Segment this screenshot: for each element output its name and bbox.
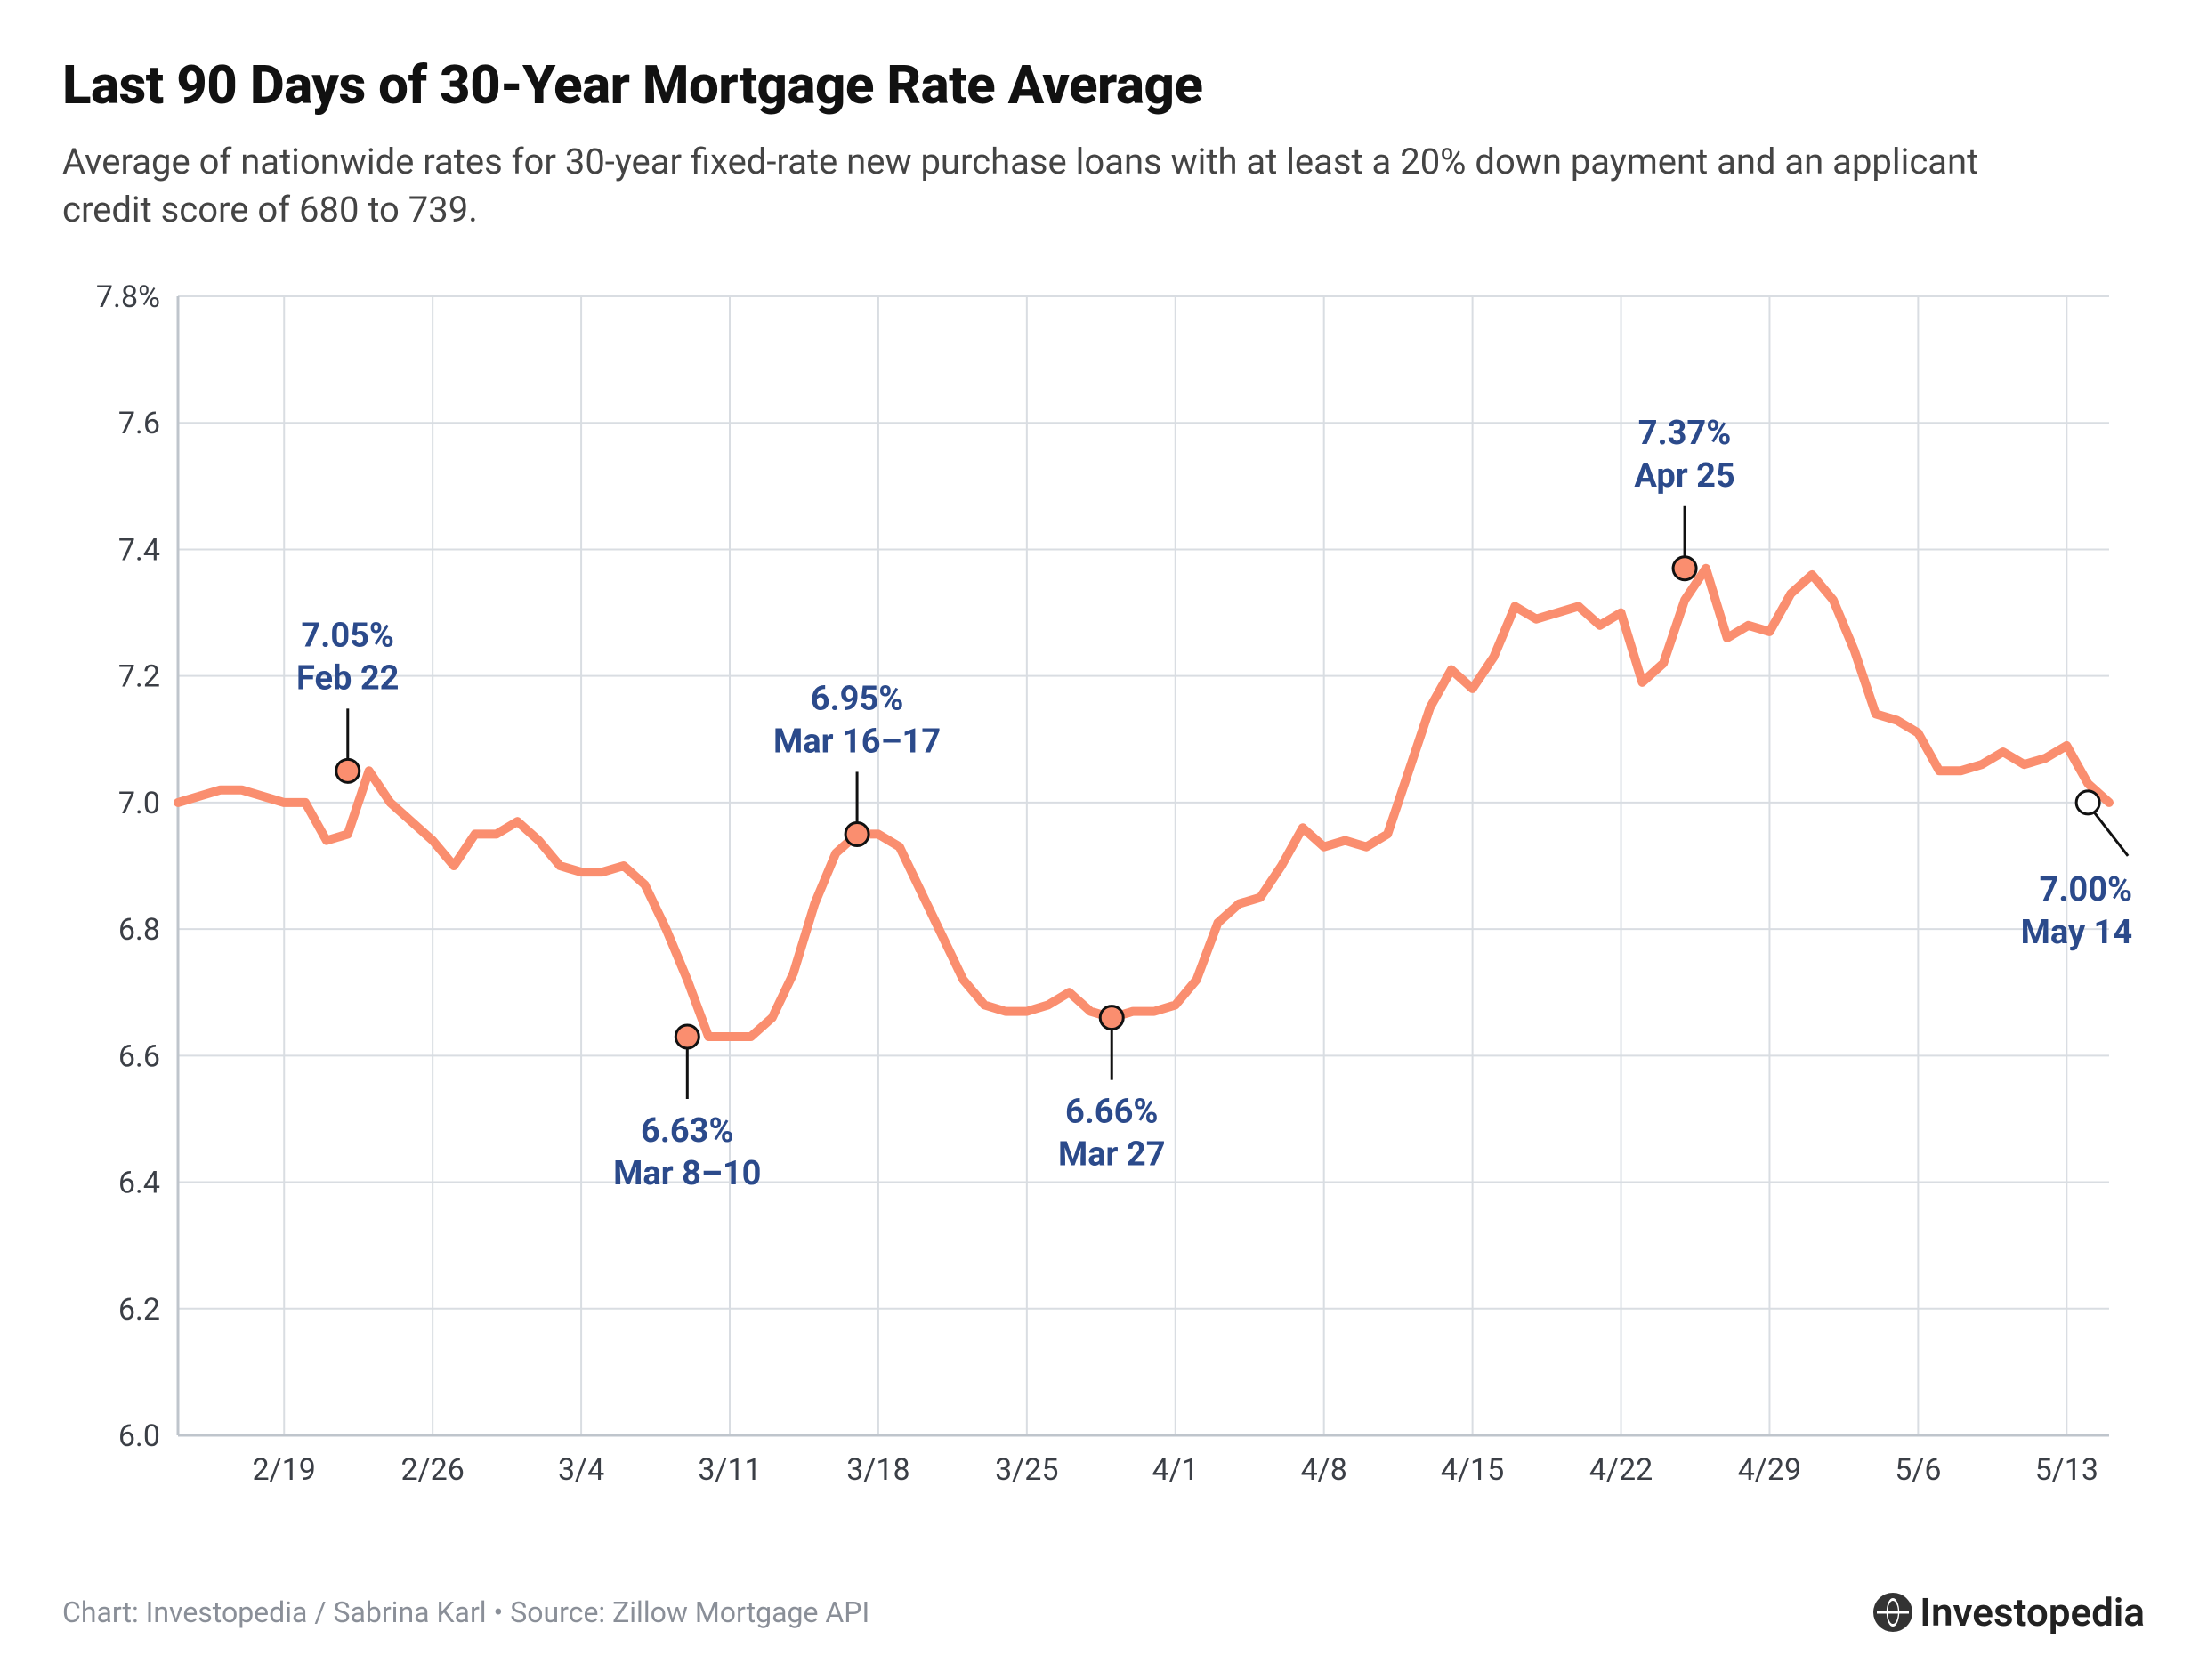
svg-text:6.2: 6.2 <box>118 1292 160 1328</box>
svg-text:May 14: May 14 <box>2021 913 2133 952</box>
svg-text:3/11: 3/11 <box>698 1452 761 1488</box>
svg-text:6.66%: 6.66% <box>1065 1093 1159 1132</box>
svg-text:3/18: 3/18 <box>846 1452 909 1488</box>
svg-text:4/8: 4/8 <box>1301 1452 1347 1488</box>
svg-text:3/25: 3/25 <box>995 1452 1058 1488</box>
svg-text:6.4: 6.4 <box>118 1166 160 1201</box>
svg-text:Mar 8–10: Mar 8–10 <box>613 1154 761 1193</box>
svg-text:Apr 25: Apr 25 <box>1634 456 1734 496</box>
svg-text:7.0: 7.0 <box>118 786 160 821</box>
svg-text:6.8: 6.8 <box>118 912 160 948</box>
svg-text:Feb 22: Feb 22 <box>296 658 399 698</box>
svg-text:2/26: 2/26 <box>400 1452 464 1488</box>
svg-text:6.0: 6.0 <box>118 1418 160 1454</box>
svg-text:7.05%: 7.05% <box>302 616 395 655</box>
svg-text:6.95%: 6.95% <box>811 679 904 718</box>
svg-text:7.4: 7.4 <box>118 532 160 568</box>
globe-icon <box>1873 1593 1912 1632</box>
chart-subtitle: Average of nationwide rates for 30-year … <box>62 138 2065 234</box>
svg-text:7.00%: 7.00% <box>2040 870 2133 909</box>
svg-text:7.2: 7.2 <box>118 659 160 695</box>
svg-text:Mar 16–17: Mar 16–17 <box>773 722 941 761</box>
svg-text:6.6: 6.6 <box>118 1038 160 1074</box>
svg-text:7.6: 7.6 <box>118 406 160 441</box>
chart-title: Last 90 Days of 30-Year Mortgage Rate Av… <box>62 53 2145 117</box>
svg-text:4/15: 4/15 <box>1441 1452 1504 1488</box>
svg-text:7.8%: 7.8% <box>96 279 160 315</box>
svg-text:3/4: 3/4 <box>558 1452 604 1488</box>
svg-text:5/6: 5/6 <box>1895 1452 1941 1488</box>
svg-text:4/22: 4/22 <box>1589 1452 1653 1488</box>
line-chart-svg: 6.0 6.2 6.4 6.6 6.8 7.0 7.2 7.4 7.6 7.8% 2/19 2/26 3… <box>62 270 2145 1551</box>
svg-text:5/13: 5/13 <box>2035 1452 2098 1488</box>
chart-area: 6.0 6.2 6.4 6.6 6.8 7.0 7.2 7.4 7.6 7.8% 2/19 2/26 3… <box>62 270 2145 1551</box>
svg-text:2/19: 2/19 <box>253 1452 316 1488</box>
svg-text:4/29: 4/29 <box>1738 1452 1801 1488</box>
svg-text:6.63%: 6.63% <box>641 1111 734 1151</box>
svg-text:4/1: 4/1 <box>1152 1452 1199 1488</box>
svg-text:7.37%: 7.37% <box>1638 414 1732 453</box>
chart-attribution: Chart: Investopedia / Sabrina Karl • Sou… <box>62 1595 869 1629</box>
brand-logo: Investopedia <box>1873 1589 2145 1636</box>
svg-text:Mar 27: Mar 27 <box>1058 1135 1166 1175</box>
brand-name: Investopedia <box>1920 1589 2145 1636</box>
